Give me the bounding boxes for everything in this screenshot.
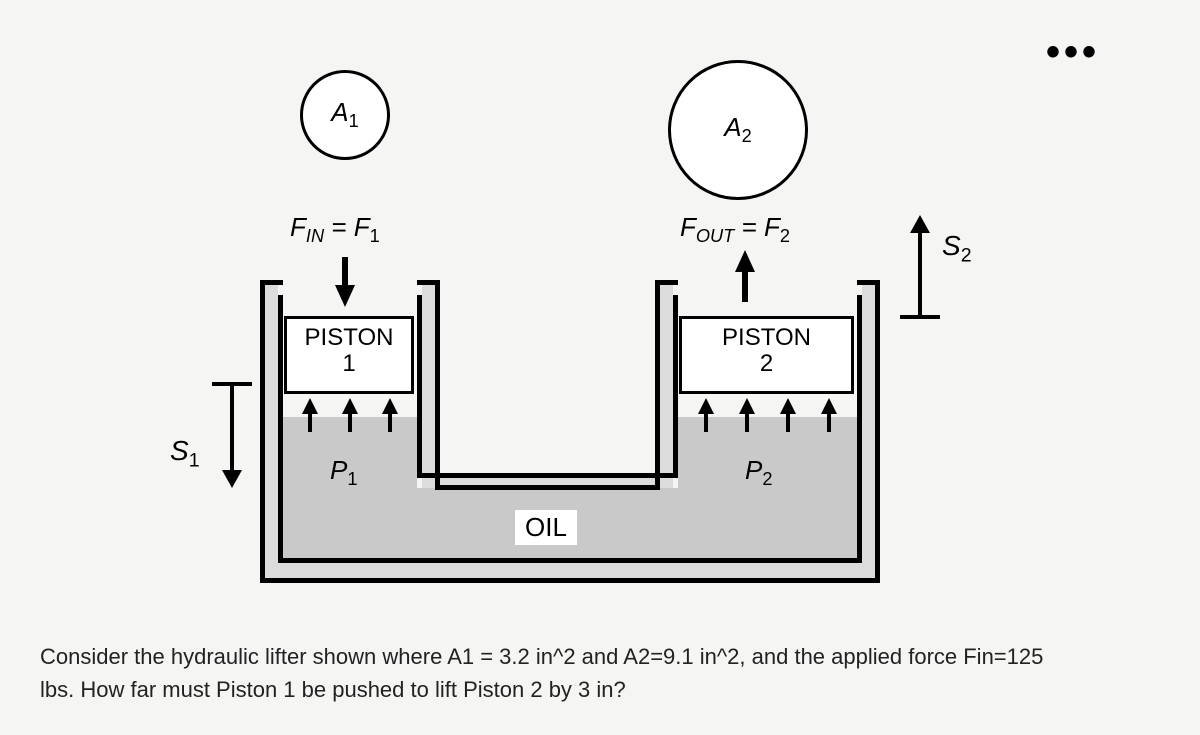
piston2-label: PISTON xyxy=(682,325,851,351)
force-in-label: FIN = F1 xyxy=(290,212,380,247)
pressure-p1-label: P1 xyxy=(330,455,357,490)
s1-label: S1 xyxy=(170,435,200,473)
piston-1: PISTON 1 xyxy=(284,316,414,394)
s2-label: S2 xyxy=(942,230,972,268)
a1-label: A1 xyxy=(331,97,358,132)
u-tube-container: PISTON 1 PISTON 2 P1 P2 OIL xyxy=(260,260,900,580)
question-text: Consider the hydraulic lifter shown wher… xyxy=(40,640,1160,706)
up-arrow-icon xyxy=(382,398,398,414)
piston-2: PISTON 2 xyxy=(679,316,854,394)
up-arrow-icon xyxy=(302,398,318,414)
up-arrow-icon xyxy=(780,398,796,414)
pressure-arrows-1 xyxy=(290,398,410,414)
piston2-num: 2 xyxy=(682,351,851,377)
pressure-p2-label: P2 xyxy=(745,455,772,490)
more-menu-icon[interactable]: ••• xyxy=(1046,30,1100,75)
area-a1-circle: A1 xyxy=(300,70,390,160)
area-a2-circle: A2 xyxy=(668,60,808,200)
s1-arrow-icon xyxy=(222,470,242,488)
up-arrow-icon xyxy=(342,398,358,414)
piston1-label: PISTON xyxy=(287,325,411,351)
oil-label: OIL xyxy=(515,510,577,545)
question-line-1: Consider the hydraulic lifter shown wher… xyxy=(40,640,1160,673)
hydraulic-diagram: A1 A2 FIN = F1 FOUT = F2 S1 S2 xyxy=(170,60,990,600)
pressure-arrows-2 xyxy=(685,398,850,414)
question-line-2: lbs. How far must Piston 1 be pushed to … xyxy=(40,673,1160,706)
up-arrow-icon xyxy=(698,398,714,414)
force-out-label: FOUT = F2 xyxy=(680,212,790,247)
up-arrow-icon xyxy=(739,398,755,414)
piston1-num: 1 xyxy=(287,351,411,377)
a2-label: A2 xyxy=(724,112,751,147)
up-arrow-icon xyxy=(821,398,837,414)
